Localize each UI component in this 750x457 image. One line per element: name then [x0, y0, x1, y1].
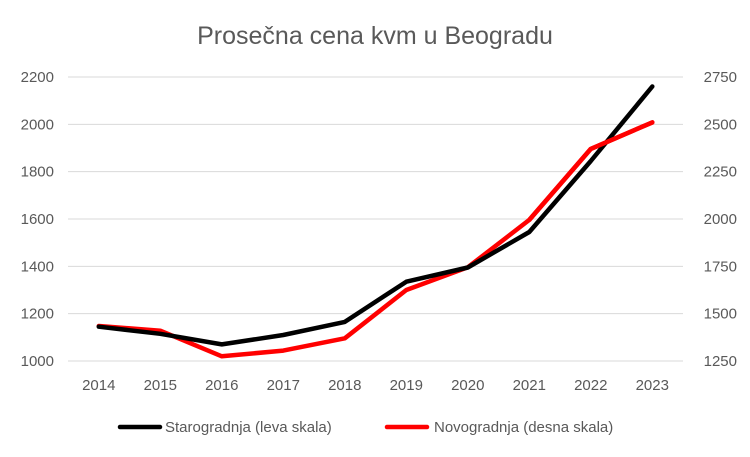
- left-tick-label: 1400: [21, 258, 54, 275]
- right-tick-label: 2750: [704, 69, 737, 86]
- x-tick-label: 2022: [574, 377, 607, 394]
- x-tick-label: 2016: [205, 377, 238, 394]
- right-tick-label: 2500: [704, 116, 737, 133]
- left-tick-label: 1600: [21, 211, 54, 228]
- x-tick-label: 2020: [451, 377, 484, 394]
- left-tick-label: 1800: [21, 164, 54, 181]
- right-tick-label: 1500: [704, 306, 737, 323]
- right-tick-label: 2250: [704, 164, 737, 181]
- left-tick-label: 2200: [21, 69, 54, 86]
- series-line-novogradnja-overlay: [527, 120, 655, 223]
- left-axis-ticks: 1000 1200 1400 1600 1800 2000 2200: [21, 69, 54, 370]
- x-tick-label: 2023: [636, 377, 669, 394]
- legend-label: Starogradnja (leva skala): [165, 419, 332, 436]
- right-tick-label: 1750: [704, 258, 737, 275]
- right-tick-label: 2000: [704, 211, 737, 228]
- grid-lines: [68, 76, 683, 362]
- right-tick-label: 1250: [704, 353, 737, 370]
- x-tick-label: 2015: [144, 377, 177, 394]
- series-lines: [96, 84, 655, 359]
- x-tick-label: 2021: [513, 377, 546, 394]
- chart-title: Prosečna cena kvm u Beogradu: [197, 22, 553, 50]
- right-axis-ticks: 1250 1500 1750 2000 2250 2500 2750: [704, 69, 737, 370]
- left-tick-label: 1000: [21, 353, 54, 370]
- series-line-novogradnja: [96, 120, 655, 359]
- x-tick-label: 2017: [267, 377, 300, 394]
- legend: Starogradnja (leva skala) Novogradnja (de…: [117, 419, 613, 436]
- legend-label: Novogradnja (desna skala): [434, 419, 613, 436]
- x-tick-label: 2018: [328, 377, 361, 394]
- x-axis-ticks: 2014 2015 2016 2017 2018 2019 2020 2021 2022 2023: [82, 377, 669, 394]
- x-tick-label: 2019: [390, 377, 423, 394]
- left-tick-label: 2000: [21, 116, 54, 133]
- x-tick-label: 2014: [82, 377, 115, 394]
- left-tick-label: 1200: [21, 306, 54, 323]
- series-line-starogradnja: [96, 84, 655, 347]
